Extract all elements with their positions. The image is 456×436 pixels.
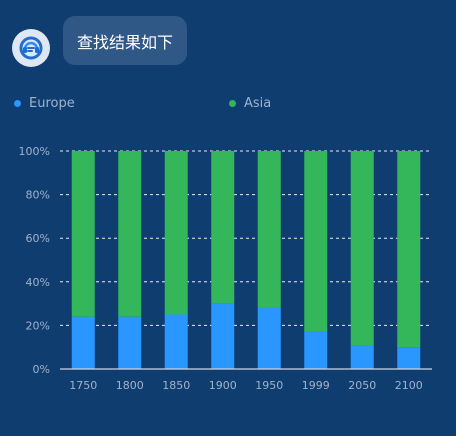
legend-item-europe[interactable]: Europe bbox=[14, 96, 75, 111]
y-tick-label: 0% bbox=[33, 363, 50, 376]
message-text: 查找结果如下 bbox=[77, 32, 174, 52]
x-tick-label: 1850 bbox=[162, 379, 190, 392]
bar-asia-1850[interactable] bbox=[164, 151, 188, 315]
bar-europe-1800[interactable] bbox=[118, 316, 142, 369]
x-tick-label: 1800 bbox=[116, 379, 144, 392]
chatbot-headset-icon bbox=[19, 36, 43, 60]
x-tick-label: 2100 bbox=[395, 379, 423, 392]
y-tick-label: 60% bbox=[26, 232, 50, 245]
x-tick-label: 1900 bbox=[209, 379, 237, 392]
legend-label-europe: Europe bbox=[29, 96, 75, 111]
bar-asia-2100[interactable] bbox=[397, 151, 421, 348]
bar-asia-2050[interactable] bbox=[350, 151, 374, 346]
bar-europe-1750[interactable] bbox=[71, 316, 95, 369]
legend-dot-asia bbox=[229, 100, 236, 107]
bar-asia-1800[interactable] bbox=[118, 151, 142, 317]
bar-asia-1750[interactable] bbox=[71, 151, 95, 317]
y-tick-label: 100% bbox=[19, 145, 50, 158]
y-tick-label: 20% bbox=[26, 319, 50, 332]
x-tick-label: 2050 bbox=[348, 379, 376, 392]
bar-europe-1900[interactable] bbox=[211, 303, 235, 369]
y-tick-label: 40% bbox=[26, 276, 50, 289]
x-tick-label: 1999 bbox=[302, 379, 330, 392]
bar-europe-2100[interactable] bbox=[397, 347, 421, 369]
x-tick-label: 1750 bbox=[69, 379, 97, 392]
bar-europe-2050[interactable] bbox=[350, 345, 374, 369]
avatar bbox=[12, 29, 50, 67]
bar-asia-1950[interactable] bbox=[257, 151, 281, 308]
bar-asia-1900[interactable] bbox=[211, 151, 235, 304]
y-tick-label: 80% bbox=[26, 189, 50, 202]
legend-label-asia: Asia bbox=[244, 96, 272, 111]
bar-europe-1950[interactable] bbox=[257, 307, 281, 369]
x-tick-label: 1950 bbox=[255, 379, 283, 392]
bar-europe-1850[interactable] bbox=[164, 314, 188, 370]
legend-item-asia[interactable]: Asia bbox=[229, 96, 271, 111]
message-bubble: 查找结果如下 bbox=[63, 16, 188, 65]
bar-europe-1999[interactable] bbox=[304, 331, 328, 369]
legend-dot-europe bbox=[14, 100, 21, 107]
bar-asia-1999[interactable] bbox=[304, 151, 328, 332]
